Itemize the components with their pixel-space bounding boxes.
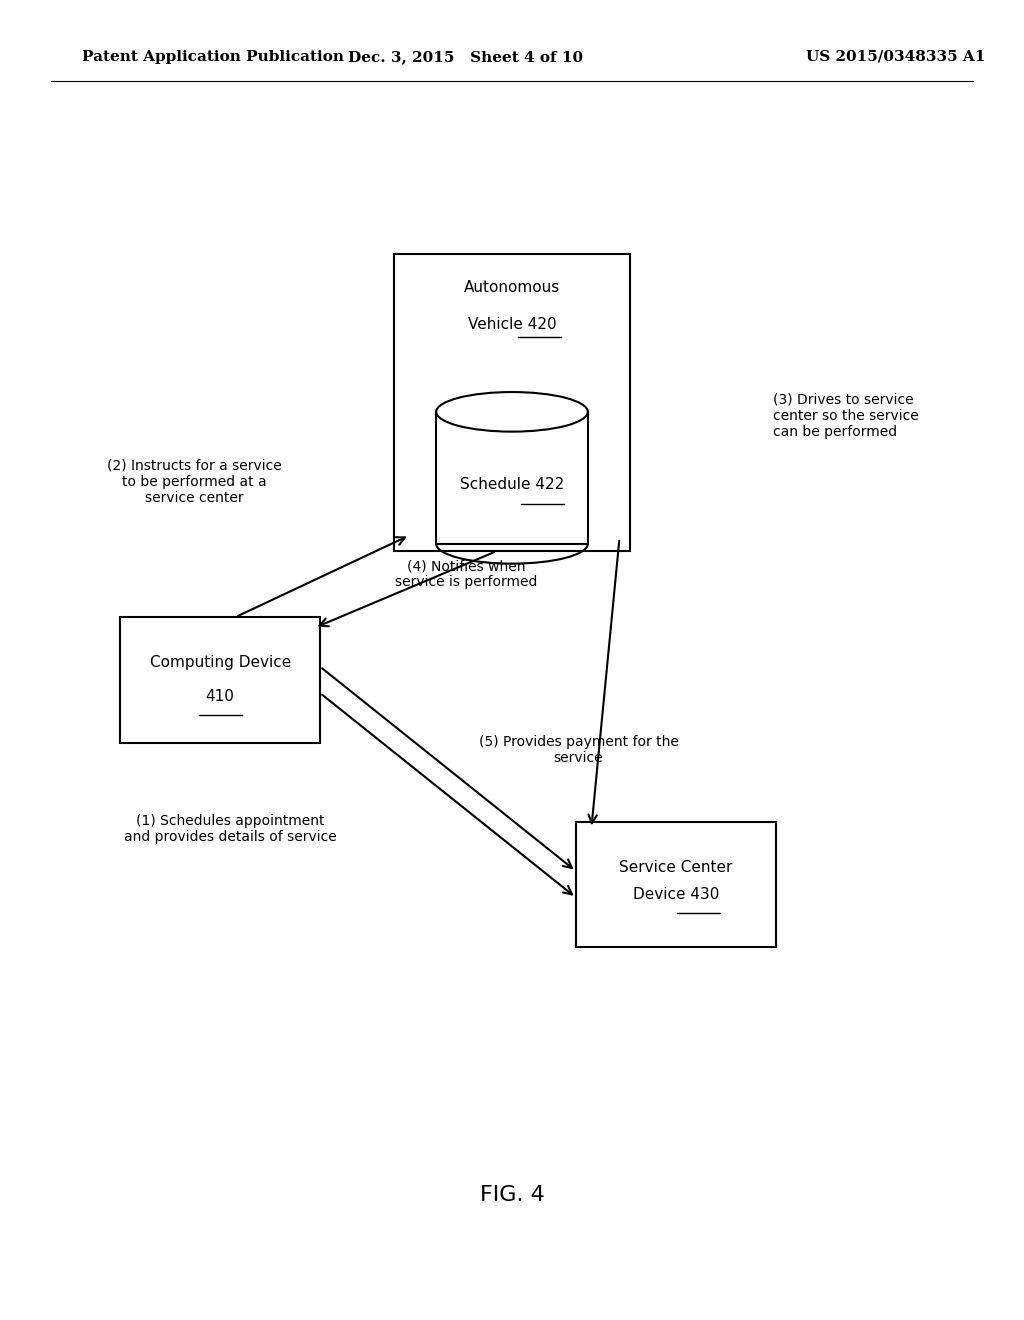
- Text: (5) Provides payment for the
service: (5) Provides payment for the service: [478, 735, 679, 764]
- Text: Computing Device: Computing Device: [150, 655, 291, 671]
- Text: Device 430: Device 430: [633, 887, 719, 903]
- Text: Patent Application Publication: Patent Application Publication: [82, 50, 344, 63]
- Text: Schedule 422: Schedule 422: [460, 477, 564, 492]
- FancyBboxPatch shape: [436, 412, 588, 544]
- Text: (3) Drives to service
center so the service
can be performed: (3) Drives to service center so the serv…: [773, 392, 919, 440]
- Text: Vehicle 420: Vehicle 420: [468, 318, 556, 333]
- Text: Autonomous: Autonomous: [464, 281, 560, 296]
- Text: US 2015/0348335 A1: US 2015/0348335 A1: [806, 50, 986, 63]
- Text: (2) Instructs for a service
to be performed at a
service center: (2) Instructs for a service to be perfor…: [108, 458, 282, 506]
- Text: (4) Notifies when
service is performed: (4) Notifies when service is performed: [394, 560, 538, 589]
- FancyBboxPatch shape: [575, 821, 776, 948]
- Text: (1) Schedules appointment
and provides details of service: (1) Schedules appointment and provides d…: [124, 814, 337, 843]
- Text: 410: 410: [206, 689, 234, 705]
- Text: FIG. 4: FIG. 4: [479, 1184, 545, 1205]
- Text: Service Center: Service Center: [620, 859, 732, 875]
- Text: Dec. 3, 2015   Sheet 4 of 10: Dec. 3, 2015 Sheet 4 of 10: [348, 50, 584, 63]
- Ellipse shape: [436, 392, 588, 432]
- FancyBboxPatch shape: [121, 618, 319, 742]
- FancyBboxPatch shape: [394, 255, 630, 552]
